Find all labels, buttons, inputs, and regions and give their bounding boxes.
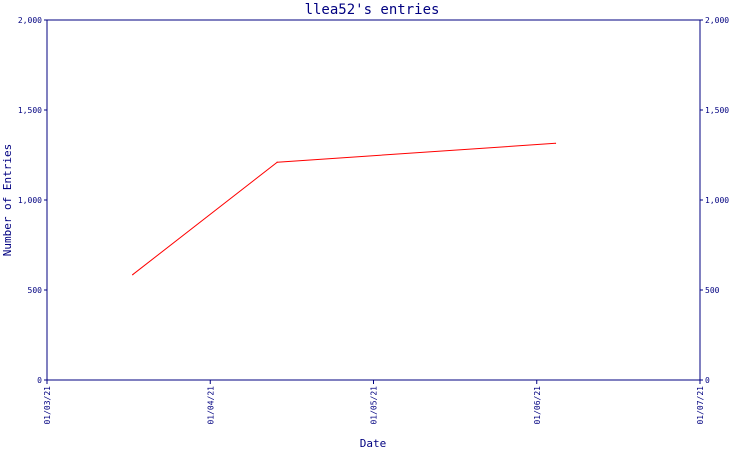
x-axis-title: Date [360, 437, 387, 450]
data-point [554, 142, 557, 144]
y-tick-label-right: 2,000 [705, 16, 729, 25]
x-tick-label: 01/07/21 [696, 386, 705, 425]
y-tick-label-right: 1,000 [705, 196, 729, 205]
data-point [276, 161, 278, 163]
x-tick-label: 01/03/21 [43, 386, 52, 425]
series-line [132, 142, 556, 276]
y-axis-right: 0 500 1,000 1,500 2,000 [700, 16, 729, 385]
data-point [132, 274, 134, 276]
chart-title: llea52's entries [305, 2, 440, 18]
y-axis-title: Number of Entries [1, 144, 14, 257]
y-tick-label-left: 0 [37, 376, 42, 385]
y-tick-label-left: 500 [28, 286, 43, 295]
x-tick-label: 01/04/21 [206, 386, 215, 425]
y-tick-label-right: 0 [705, 376, 710, 385]
x-tick-label: 01/06/21 [533, 386, 542, 425]
x-tick-label: 01/05/21 [370, 386, 379, 425]
y-tick-label-right: 1,500 [705, 106, 729, 115]
series-group [132, 142, 557, 276]
y-tick-label-left: 1,000 [18, 196, 42, 205]
y-tick-label-left: 2,000 [18, 16, 42, 25]
y-tick-label-left: 1,500 [18, 106, 42, 115]
y-axis-left: 0 500 1,000 1,500 2,000 [18, 16, 47, 385]
y-tick-label-right: 500 [705, 286, 720, 295]
x-axis: 01/03/21 01/04/21 01/05/21 01/06/21 01/07/21 [43, 380, 705, 425]
plot-frame [46, 19, 701, 381]
